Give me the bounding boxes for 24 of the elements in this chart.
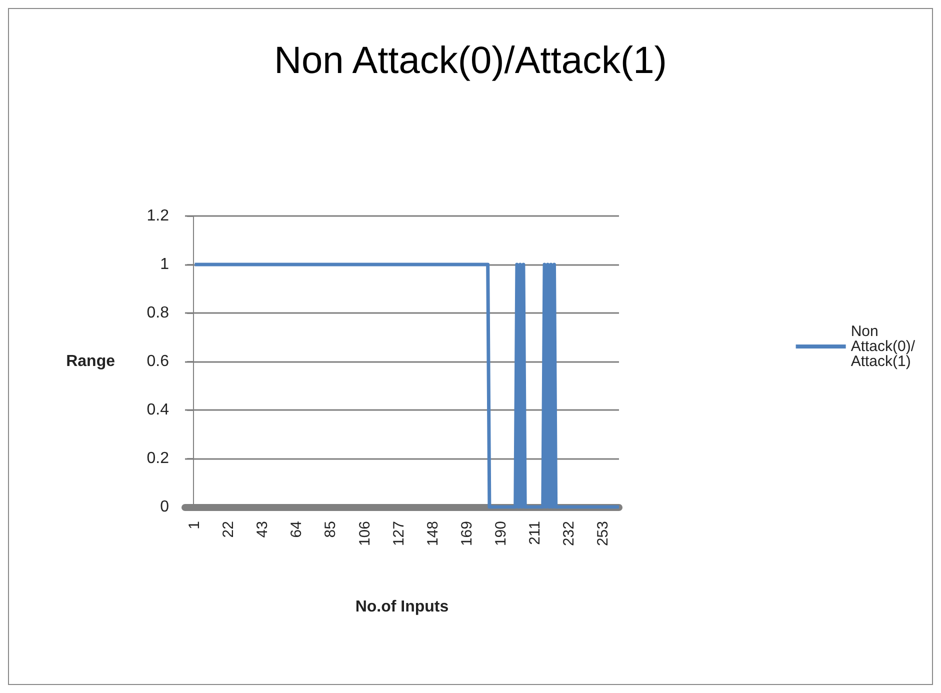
y-axis-title: Range [66, 353, 116, 370]
y-tick-label: 0.8 [146, 304, 170, 322]
x-tick-label: 127 [390, 521, 408, 546]
chart-title: Non Attack(0)/Attack(1) [274, 40, 667, 82]
y-tick-label: 0.4 [146, 402, 170, 418]
x-tick-label: 22 [220, 521, 238, 538]
x-tick-label: 232 [560, 521, 578, 546]
x-tick-label: 43 [254, 521, 272, 538]
y-tick-label: 1 [160, 256, 170, 273]
y-tick-label: 0 [160, 498, 170, 516]
x-tick-label: 253 [594, 521, 612, 546]
y-tick-label: 0.2 [146, 450, 170, 467]
legend-label: Non Attack(0)/Attack(1) [850, 323, 916, 370]
x-tick-label: 1 [186, 521, 204, 530]
x-tick-label: 64 [288, 521, 306, 538]
x-tick-label: 211 [526, 521, 544, 545]
x-tick-label: 106 [356, 521, 374, 546]
x-axis-title: No.of Inputs [355, 598, 449, 616]
y-tick-label: 1.2 [146, 208, 170, 224]
x-tick-label: 190 [492, 521, 510, 546]
y-tick-label: 0.6 [146, 353, 170, 370]
x-tick-label: 85 [322, 521, 340, 538]
x-tick-label: 148 [424, 521, 442, 546]
x-tick-label: 169 [458, 521, 476, 546]
